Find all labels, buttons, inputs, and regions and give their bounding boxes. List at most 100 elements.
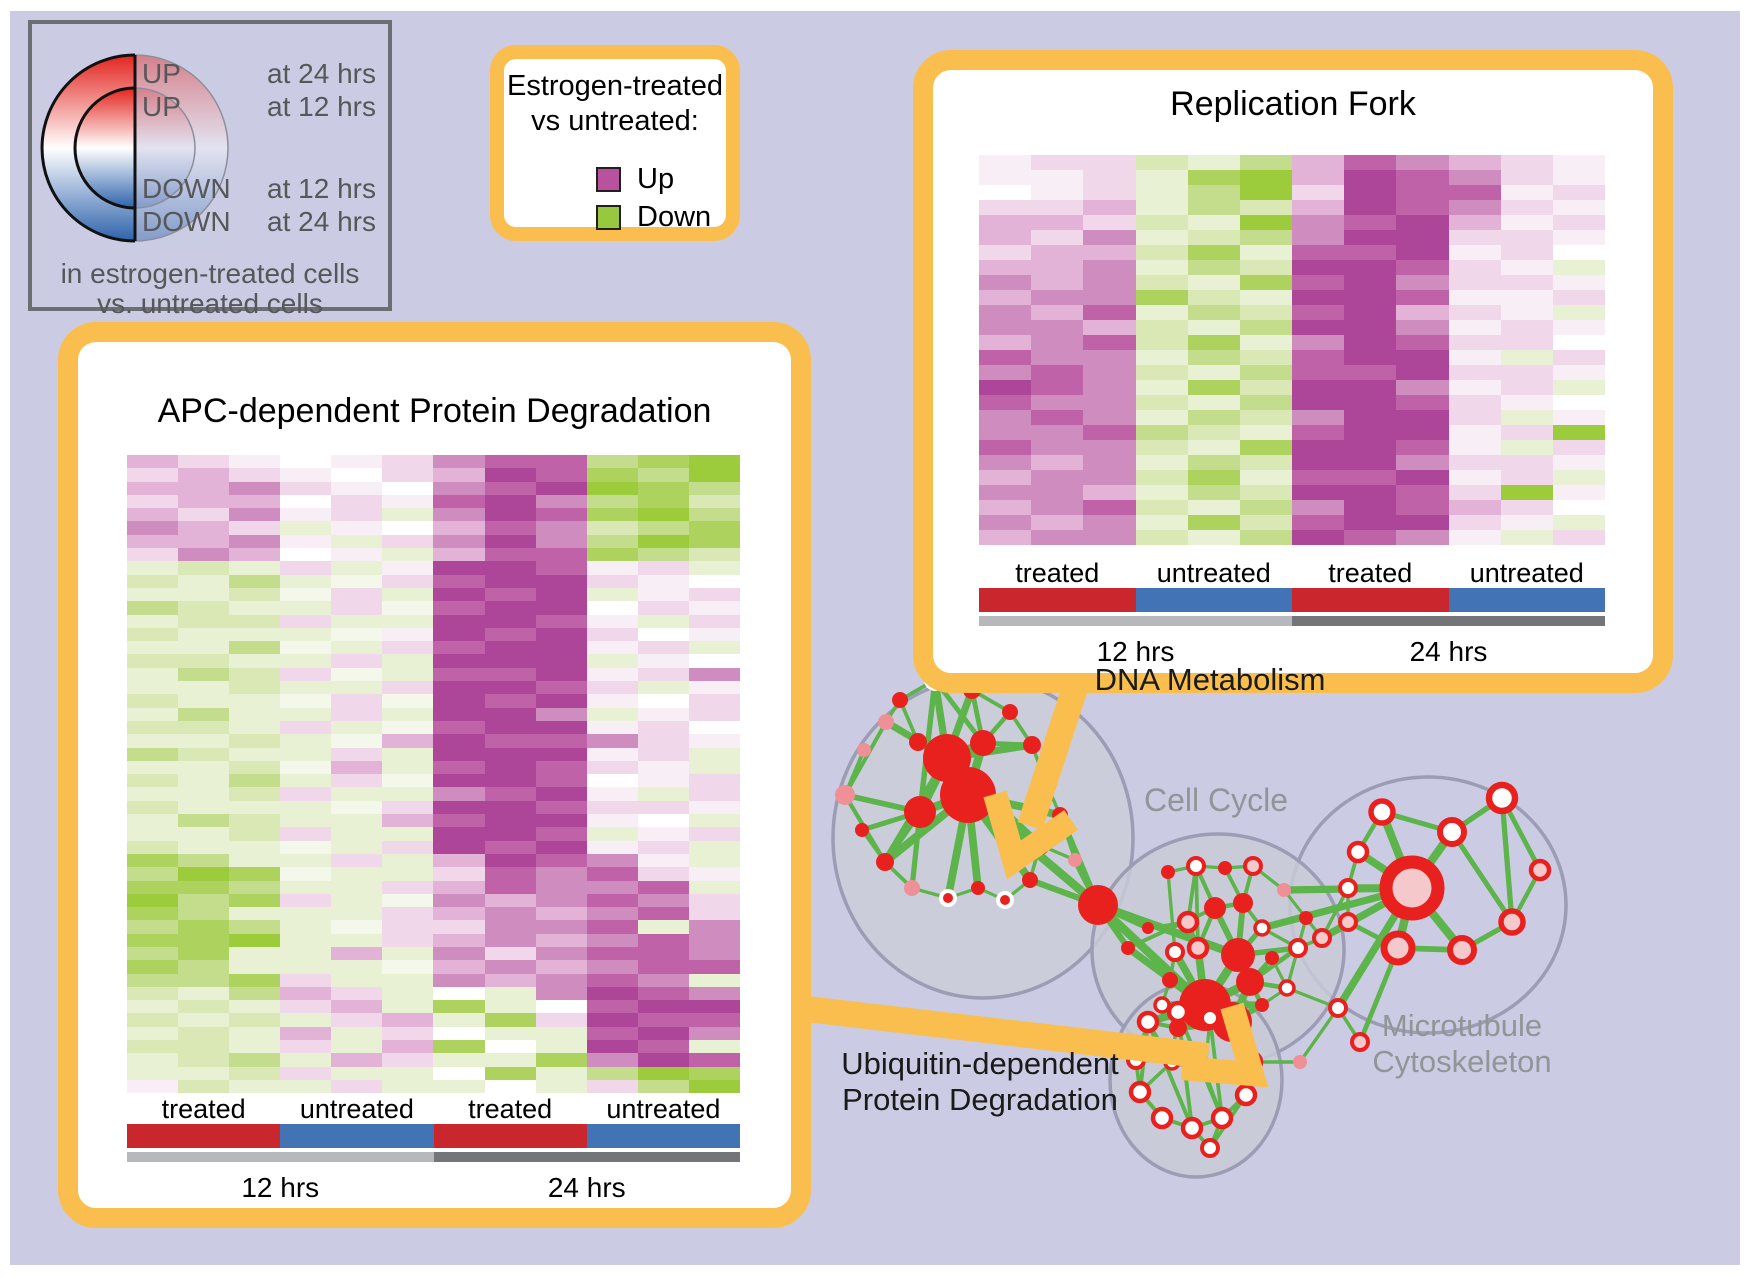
heatmap-row <box>127 1079 740 1094</box>
up-swatch <box>596 167 621 192</box>
treatment-bar <box>433 1124 587 1148</box>
legend-direction-label: DOWN <box>142 206 231 237</box>
hour-labels: 12 hrs 24 hrs <box>979 630 1605 667</box>
legend-time-label: at 24 hrs <box>267 58 376 89</box>
heatmap-row <box>127 574 740 588</box>
legend-row: DOWN at 24 hrs <box>142 206 376 238</box>
hour-bar <box>127 1152 434 1162</box>
heatmap-row <box>127 534 740 549</box>
treatment-group-label: treated <box>161 1094 246 1124</box>
heatmap-row <box>127 627 740 642</box>
legend-row: UP at 12 hrs <box>142 91 376 123</box>
treatment-bars <box>979 588 1605 612</box>
legend-time-label: at 24 hrs <box>267 206 376 237</box>
heatmap-row <box>127 880 740 894</box>
color-key-title-line1: Estrogen-treated <box>506 70 723 102</box>
heatmap-row <box>127 1053 740 1067</box>
heatmap-row <box>979 350 1606 365</box>
hour-bar <box>433 1152 740 1162</box>
heatmap-apc-degradation <box>127 455 740 1094</box>
heatmap-row <box>979 470 1606 485</box>
heatmap-row <box>127 933 740 947</box>
hour-labels: 12 hrs 24 hrs <box>127 1166 740 1203</box>
heatmap-row <box>979 305 1606 320</box>
treatment-bars <box>127 1124 740 1148</box>
legend-direction-label: UP <box>142 58 181 89</box>
cluster-label-cell-cycle: Cell Cycle <box>1144 782 1288 818</box>
heatmap-row <box>979 275 1606 290</box>
heatmap-row <box>127 907 740 921</box>
cluster-label-microtubule-cytoskeleton: Microtubule Cytoskeleton <box>1372 1008 1551 1080</box>
heatmap-row <box>127 508 740 522</box>
treatment-group-label: untreated <box>299 1094 414 1124</box>
treatment-bar <box>1135 588 1292 612</box>
updown-circles-icon <box>40 51 235 245</box>
heatmap-row <box>979 515 1606 530</box>
heatmap-row <box>127 960 740 974</box>
treatment-group-label: untreated <box>1156 558 1271 588</box>
heatmap-row <box>979 410 1606 425</box>
hour-label: 24 hrs <box>1409 636 1488 667</box>
cluster-label-line: Ubiquitin-dependent <box>841 1046 1119 1081</box>
legend-time-label: at 12 hrs <box>267 91 376 122</box>
hour-bar <box>1292 616 1605 626</box>
legend-time-label: at 12 hrs <box>267 173 376 204</box>
treatment-bar <box>1292 588 1449 612</box>
heatmap-row <box>979 200 1606 215</box>
heatmap-row <box>127 800 740 815</box>
heatmap-row <box>127 481 740 495</box>
heatmap-row <box>979 320 1606 335</box>
heatmap-row <box>127 587 740 602</box>
group-labels: treated untreated treated untreated <box>127 1094 740 1124</box>
heatmap-row <box>127 707 740 721</box>
heatmap-row <box>127 814 740 828</box>
treatment-bar <box>127 1124 281 1148</box>
color-key-item-label: Down <box>637 201 712 233</box>
hour-label: 24 hrs <box>547 1172 626 1203</box>
heatmap-row <box>127 614 740 628</box>
hour-label: 12 hrs <box>1096 636 1175 667</box>
panel-apc-degradation: APC-dependent Protein Degradation treate… <box>58 322 811 1228</box>
heatmap-row <box>127 827 740 841</box>
group-labels: treated untreated treated untreated <box>979 558 1605 588</box>
heatmap-row <box>979 185 1606 200</box>
heatmap-row <box>127 1026 740 1041</box>
heatmap-row <box>127 1066 740 1080</box>
panel-replication-fork: Replication Fork treated untreated treated… <box>913 50 1673 693</box>
heatmap-row <box>127 548 740 562</box>
color-key-box: Estrogen-treated vs untreated: Up Down <box>490 45 740 241</box>
heatmap-row <box>127 494 740 509</box>
heatmap-replication-fork <box>979 155 1606 545</box>
hour-bars <box>979 616 1605 626</box>
heatmap-row <box>127 986 740 1001</box>
treatment-group-label: untreated <box>606 1094 721 1124</box>
cluster-label-line: Protein Degradation <box>842 1082 1118 1117</box>
heatmap-row <box>979 170 1606 185</box>
heatmap-row <box>979 395 1606 410</box>
heatmap-row <box>979 290 1606 305</box>
down-swatch <box>596 205 621 230</box>
cluster-label-line: Microtubule <box>1381 1008 1543 1043</box>
heatmap-row <box>127 920 740 934</box>
treatment-group-label: treated <box>1328 558 1413 588</box>
color-key-item: Up <box>596 163 674 196</box>
heatmap-row <box>979 230 1606 245</box>
treatment-bar <box>1448 588 1605 612</box>
heatmap-row <box>127 867 740 881</box>
legend-caption-line1: in estrogen-treated cells <box>60 258 360 289</box>
heatmap-row <box>127 641 740 655</box>
heatmap-row <box>127 893 740 908</box>
heatmap-row <box>127 946 740 961</box>
heatmap-row <box>127 747 740 761</box>
heatmap-row <box>127 1040 740 1054</box>
heatmap-row <box>979 365 1606 380</box>
color-key-item-label: Up <box>637 163 675 195</box>
heatmap-row <box>127 840 740 854</box>
heatmap-row <box>127 760 740 775</box>
panel-title: APC-dependent Protein Degradation <box>157 392 712 430</box>
heatmap-row <box>127 1013 740 1027</box>
heatmap-row <box>127 468 740 482</box>
heatmap-row <box>127 694 740 708</box>
heatmap-row <box>127 667 740 682</box>
